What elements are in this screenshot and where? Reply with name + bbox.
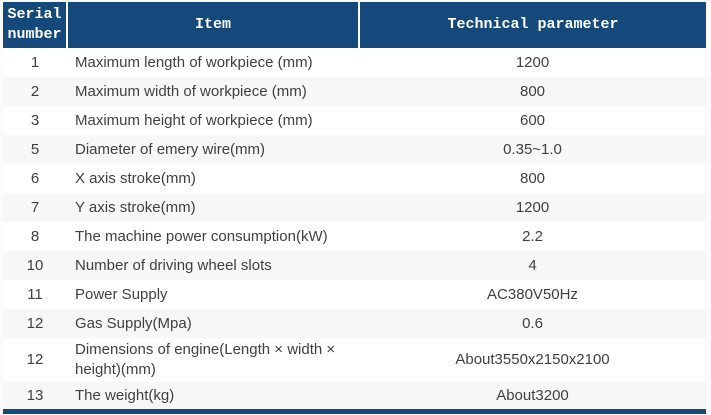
item-cell: Power Supply [75,286,168,303]
header-item: Item [66,2,359,48]
item-cell: Y axis stroke(mm) [75,199,196,216]
table-row: 11 Power Supply AC380V50Hz [3,280,706,309]
table-body: 1 Maximum length of workpiece (mm) 1200 … [3,48,706,411]
item-cell: Maximum height of workpiece (mm) [75,112,313,129]
table-row: 3 Maximum height of workpiece (mm) 600 [3,106,706,135]
table-header: Serial number Item Technical parameter [3,2,706,48]
table-row: 5 Diameter of emery wire(mm) 0.35~1.0 [3,135,706,164]
value-cell: About3200 [496,386,569,404]
header-row: Serial number Item Technical parameter [3,2,706,48]
item-cell: Gas Supply(Mpa) [75,315,192,332]
table-row: 2 Maximum width of workpiece (mm) 800 [3,77,706,106]
table-row: 12 Dimensions of engine(Length × width ×… [3,338,706,382]
item-cell: The weight(kg) [75,386,175,404]
serial-cell: 12 [26,351,44,368]
value-cell: 1200 [515,54,550,71]
serial-cell: 6 [30,170,40,187]
value-cell: 0.35~1.0 [503,141,562,158]
value-cell: 2.2 [522,228,543,245]
item-cell: Dimensions of engine(Length × width × he… [75,341,336,378]
table-row: 8 The machine power consumption(kW) 2.2 [3,222,706,251]
serial-cell: 10 [26,257,44,274]
value-cell: 4 [528,257,537,274]
table-row: 10 Number of driving wheel slots 4 [3,251,706,280]
value-cell: 600 [519,112,546,129]
value-cell: About3550x2150x2100 [455,351,610,368]
table-row: 6 X axis stroke(mm) 800 [3,164,706,193]
serial-cell: 5 [30,141,40,158]
serial-cell: 11 [27,286,43,303]
table-row: 1 Maximum length of workpiece (mm) 1200 [3,48,706,77]
serial-cell: 13 [26,386,44,404]
item-cell: Diameter of emery wire(mm) [75,141,266,158]
serial-cell: 8 [30,228,40,245]
header-technical-parameter: Technical parameter [358,2,706,48]
value-cell: 800 [519,83,546,100]
technical-parameters-table: Serial number Item Technical parameter 1… [3,2,706,414]
item-cell: Maximum length of workpiece (mm) [75,54,313,71]
item-cell: Maximum width of workpiece (mm) [75,83,307,100]
table-row: 7 Y axis stroke(mm) 1200 [3,193,706,222]
header-serial-number: Serial number [3,2,67,48]
value-cell: 1200 [515,199,550,216]
serial-cell: 1 [30,54,40,71]
item-cell: The machine power consumption(kW) [75,228,328,245]
item-cell: Number of driving wheel slots [75,257,272,274]
serial-cell: 3 [30,112,40,129]
serial-cell: 12 [26,315,44,332]
serial-cell: 7 [30,199,40,216]
value-cell: 0.6 [522,315,543,332]
serial-cell: 2 [30,83,40,100]
item-cell: X axis stroke(mm) [75,170,196,187]
table-row: 12 Gas Supply(Mpa) 0.6 [3,309,706,338]
value-cell: AC380V50Hz [487,286,578,303]
table-row: 13 The weight(kg) About3200 [3,382,706,411]
value-cell: 800 [519,170,546,187]
